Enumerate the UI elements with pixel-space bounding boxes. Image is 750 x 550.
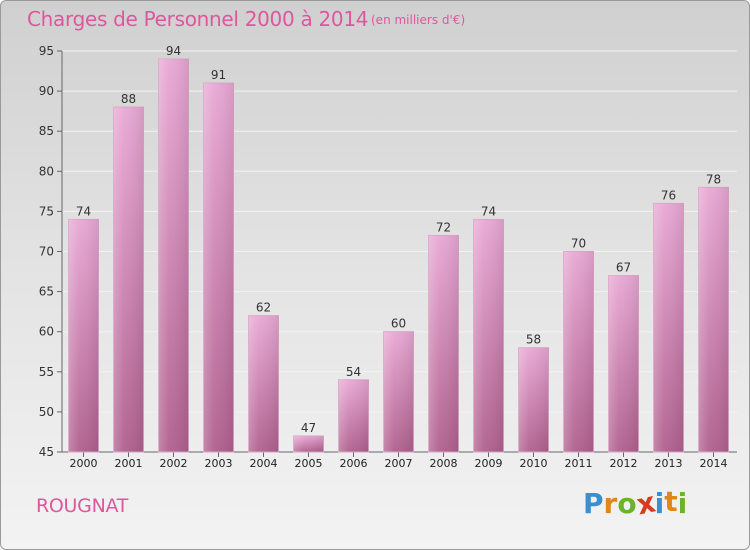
- y-tick-label: 95: [39, 44, 54, 58]
- bar-shading: [428, 235, 459, 452]
- data-label: 78: [706, 172, 721, 186]
- logo-letter: r: [603, 487, 618, 520]
- bar-shading: [383, 331, 414, 452]
- proxiti-logo: Proxiti: [583, 485, 688, 522]
- data-label: 74: [76, 204, 91, 218]
- x-tick-label: 2006: [340, 457, 368, 470]
- bar-shading: [608, 275, 639, 452]
- bar-shading: [518, 347, 549, 452]
- x-tick-label: 2001: [115, 457, 143, 470]
- logo-letter: i: [654, 487, 665, 520]
- logo-letter: P: [583, 487, 604, 520]
- bar-shading: [563, 251, 594, 452]
- bars: [68, 58, 729, 453]
- bar-shading: [203, 83, 234, 452]
- x-tick-label: 2007: [385, 457, 413, 470]
- y-tick-label: 75: [39, 204, 54, 218]
- y-tick-label: 80: [39, 164, 54, 178]
- y-tick-label: 45: [39, 445, 54, 459]
- x-tick-label: 2005: [295, 457, 323, 470]
- x-tick-label: 2012: [610, 457, 638, 470]
- y-tick-label: 85: [39, 124, 54, 138]
- bar-shading: [248, 315, 279, 452]
- bar-shading: [653, 203, 684, 452]
- x-tick-label: 2002: [160, 457, 188, 470]
- x-tick-label: 2008: [430, 457, 458, 470]
- bar-shading: [473, 219, 504, 452]
- data-labels: 74 88 94 91 62 47 54 60 72 74 58 70 67 76 78: [76, 44, 721, 435]
- bar-shading: [113, 107, 144, 452]
- x-tick-label: 2014: [700, 457, 728, 470]
- data-label: 70: [571, 237, 586, 251]
- data-label: 60: [391, 317, 406, 331]
- data-label: 88: [121, 92, 136, 106]
- data-label: 54: [346, 365, 361, 379]
- data-label: 47: [301, 421, 316, 435]
- data-label: 91: [211, 68, 226, 82]
- x-tick-label: 2000: [70, 457, 98, 470]
- logo-letter: t: [664, 485, 678, 518]
- chart-subtitle: (en milliers d'€): [371, 13, 466, 27]
- x-tick-label: 2009: [475, 457, 503, 470]
- data-label: 62: [256, 301, 271, 315]
- y-tick-label: 60: [39, 325, 54, 339]
- y-tick-label: 65: [39, 285, 54, 299]
- bar-shading: [68, 219, 99, 452]
- data-label: 58: [526, 333, 541, 347]
- x-tick-label: 2013: [655, 457, 683, 470]
- bar-shading: [698, 187, 729, 452]
- y-tick-label: 90: [39, 84, 54, 98]
- data-label: 76: [661, 188, 676, 202]
- y-tick-label: 55: [39, 365, 54, 379]
- x-tick-label: 2011: [565, 457, 593, 470]
- x-tick-label: 2003: [205, 457, 233, 470]
- chart-title: Charges de Personnel 2000 à 2014: [27, 7, 369, 31]
- logo-letter: i: [677, 487, 688, 520]
- data-label: 74: [481, 204, 496, 218]
- data-label: 72: [436, 220, 451, 234]
- y-tick-label: 70: [39, 245, 54, 259]
- data-label: 67: [616, 261, 631, 275]
- commune-name: ROUGNAT: [36, 495, 129, 517]
- bar-shading: [158, 59, 189, 453]
- logo-letter: o: [617, 487, 637, 520]
- bar-shading: [293, 435, 324, 452]
- data-label: 94: [166, 44, 181, 58]
- x-tick-label: 2004: [250, 457, 278, 470]
- x-tick-label: 2010: [520, 457, 548, 470]
- bar-shading: [338, 379, 369, 452]
- y-tick-label: 50: [39, 405, 54, 419]
